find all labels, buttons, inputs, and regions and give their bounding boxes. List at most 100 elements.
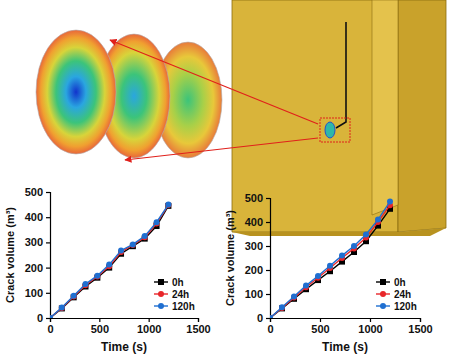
arrow-bottom [125, 138, 318, 160]
y-tick: 300 [25, 236, 50, 248]
y-tick: 100 [25, 287, 50, 299]
series-line [50, 205, 168, 318]
legend-item: 24h [154, 289, 189, 300]
point [94, 273, 100, 279]
crack-surface-2 [36, 30, 116, 154]
legend-label: 120h [172, 301, 195, 312]
y-axis-title: Crack volume (m³) [224, 210, 236, 306]
legend-label: 24h [172, 289, 189, 300]
legend-marker [380, 291, 386, 297]
x-tick: 0 [267, 318, 273, 335]
legend-marker [158, 291, 164, 297]
chart: 0500100015000100200300400500Time (s)Crac… [224, 192, 433, 354]
x-tick: 0 [47, 318, 53, 335]
x-tick-label: 0 [267, 323, 273, 335]
x-axis-title: Time (s) [101, 340, 147, 354]
y-axis: 0 100 200 300 400 500 [25, 186, 51, 324]
legend-label: 120h [394, 301, 417, 312]
y-tick-label: 300 [25, 236, 43, 248]
legend: 0h24h120h [154, 277, 195, 312]
point [315, 273, 321, 279]
x-tick-label: 1000 [358, 323, 382, 335]
x-tick-label: 500 [91, 323, 109, 335]
point [130, 241, 136, 247]
block-front [232, 0, 398, 232]
y-tick: 300 [245, 240, 270, 252]
legend: 0h24h120h [376, 277, 417, 312]
x-tick: 1000 [137, 318, 161, 335]
point [59, 304, 65, 310]
y-tick: 400 [25, 211, 50, 223]
x-tick: 1500 [408, 318, 432, 335]
x-tick-mark [198, 318, 199, 322]
y-tick-label: 100 [245, 288, 263, 300]
x-tick-label: 1500 [186, 323, 210, 335]
y-tick-label: 400 [245, 216, 263, 228]
y-tick-label: 500 [25, 186, 43, 198]
point [363, 231, 369, 237]
point [327, 263, 333, 269]
y-tick-label: 0 [37, 312, 43, 324]
arrow-top [110, 40, 318, 124]
x-axis: 0 500 1000 1500 [47, 318, 210, 335]
legend-item: 0h [154, 277, 184, 288]
y-tick-label: 200 [25, 262, 43, 274]
point [279, 304, 285, 310]
x-tick-label: 0 [47, 323, 53, 335]
plot-area [270, 199, 393, 318]
y-tick-mark [266, 294, 270, 295]
x-tick-label: 1500 [408, 323, 432, 335]
y-tick: 0 [257, 312, 270, 324]
point [50, 315, 53, 318]
block-slot [372, 0, 398, 215]
crack-small [325, 122, 335, 138]
point [106, 262, 112, 268]
y-axis: 0 100 200 300 400 500 [245, 192, 271, 324]
y-tick: 200 [25, 262, 50, 274]
y-tick-label: 300 [245, 240, 263, 252]
y-tick-mark [266, 318, 270, 319]
point [142, 233, 148, 239]
y-axis-line [266, 199, 271, 319]
point [130, 242, 136, 248]
figure: 0500100015000100200300400500Time (s)Crac… [0, 0, 450, 364]
point [71, 293, 77, 299]
y-tick-mark [46, 242, 50, 243]
x-axis-line [271, 319, 421, 323]
point [375, 217, 381, 223]
point [154, 219, 160, 225]
y-tick-mark [46, 293, 50, 294]
point [270, 315, 273, 318]
series-line [270, 202, 390, 318]
legend-item: 120h [376, 301, 417, 312]
y-tick: 100 [245, 288, 270, 300]
y-tick-mark [266, 246, 270, 247]
block-bottom [232, 228, 446, 236]
chart: 0 500 1000 1500 0 100 200 300 400 500 Time (s) Crac… [4, 186, 211, 354]
y-axis-title: Crack volume (m³) [4, 207, 16, 303]
wellbore [336, 22, 346, 128]
point [83, 281, 89, 287]
y-tick-label: 0 [257, 312, 263, 324]
y-tick-mark [266, 198, 270, 199]
point [118, 247, 124, 253]
block-side [398, 0, 446, 232]
y-tick-label: 200 [245, 264, 263, 276]
legend-label: 0h [394, 277, 406, 288]
y-tick-mark [46, 217, 50, 218]
legend-item: 24h [376, 289, 411, 300]
point [94, 273, 100, 279]
x-axis-title: Time (s) [322, 340, 368, 354]
x-tick-mark [149, 318, 150, 322]
y-tick: 500 [245, 192, 270, 204]
legend-marker [380, 303, 386, 309]
plot-area [50, 202, 171, 318]
legend-item: 120h [154, 301, 195, 312]
legend-label: 0h [172, 277, 184, 288]
y-tick-mark [46, 268, 50, 269]
y-tick-label: 500 [245, 192, 263, 204]
y-tick: 200 [245, 264, 270, 276]
x-tick-mark [370, 318, 371, 322]
legend-marker [158, 303, 164, 309]
y-tick-mark [46, 192, 50, 193]
